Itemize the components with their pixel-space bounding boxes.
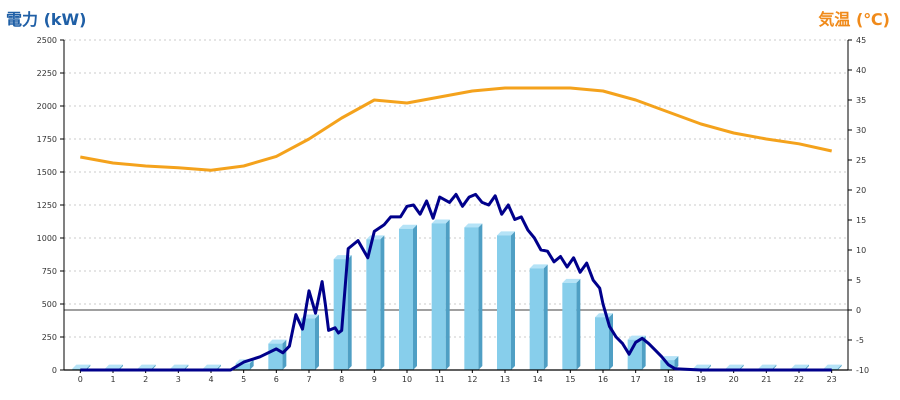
x-tick-label: 21 xyxy=(761,375,771,384)
bar-side xyxy=(282,339,287,370)
left-tick-label: 1500 xyxy=(37,168,57,177)
bar-top xyxy=(137,364,156,369)
x-tick-label: 5 xyxy=(241,375,246,384)
x-tick-label: 18 xyxy=(663,375,673,384)
right-tick-label: 30 xyxy=(856,126,866,135)
x-tick-label: 19 xyxy=(696,375,706,384)
bar xyxy=(529,268,544,370)
left-tick-label: 2250 xyxy=(37,69,57,78)
bar-top xyxy=(399,224,417,229)
x-tick-label: 14 xyxy=(533,375,543,384)
bar-top xyxy=(203,364,221,369)
bar xyxy=(431,223,446,370)
x-tick-label: 1 xyxy=(110,375,115,384)
temperature-line xyxy=(80,86,833,172)
power-line xyxy=(80,192,832,372)
right-tick-label: -10 xyxy=(856,366,869,375)
bar xyxy=(301,318,315,370)
bar-side xyxy=(445,219,450,370)
bar-top xyxy=(366,235,385,240)
x-tick-label: 11 xyxy=(435,375,445,384)
bar-top xyxy=(105,364,123,369)
bar-side xyxy=(380,235,385,370)
bar-side xyxy=(347,255,352,370)
left-tick-label: 2500 xyxy=(37,36,57,45)
bar-side xyxy=(837,364,842,370)
bar-top xyxy=(595,313,613,318)
bar xyxy=(268,343,283,370)
bar-top xyxy=(562,278,581,283)
bar-side xyxy=(641,335,646,370)
x-tick-label: 9 xyxy=(372,375,377,384)
bar xyxy=(235,363,250,370)
left-axis-title: 電力 (kW) xyxy=(6,10,87,29)
bar-side xyxy=(413,224,417,370)
x-tick-label: 15 xyxy=(565,375,575,384)
x-tick-label: 13 xyxy=(500,375,510,384)
right-tick-label: 15 xyxy=(856,216,866,225)
x-tick-label: 6 xyxy=(274,375,279,384)
bar-side xyxy=(249,359,254,370)
right-axis-title: 気温 (℃) xyxy=(818,10,890,29)
right-tick-label: 10 xyxy=(856,246,866,255)
bar-side xyxy=(674,356,679,370)
bar xyxy=(595,317,609,370)
bar-side xyxy=(576,278,581,370)
bar xyxy=(497,235,511,370)
right-tick-label: 25 xyxy=(856,156,866,165)
x-tick-label: 4 xyxy=(208,375,213,384)
right-tick-label: 45 xyxy=(856,36,866,45)
bar xyxy=(464,227,479,370)
left-tick-label: 750 xyxy=(42,267,57,276)
bar-side xyxy=(511,231,515,370)
bar-top xyxy=(497,231,515,236)
bar xyxy=(366,239,381,370)
x-tick-label: 10 xyxy=(402,375,412,384)
left-tick-label: 500 xyxy=(42,300,57,309)
bar xyxy=(627,339,642,370)
right-tick-label: 0 xyxy=(856,306,861,315)
x-tick-label: 3 xyxy=(176,375,181,384)
bar xyxy=(399,228,413,370)
x-tick-label: 20 xyxy=(729,375,739,384)
bar xyxy=(562,282,577,370)
bar-top xyxy=(464,223,483,228)
bar-side xyxy=(543,264,548,370)
right-tick-label: 35 xyxy=(856,96,866,105)
x-tick-label: 7 xyxy=(306,375,311,384)
bar-top xyxy=(431,219,450,224)
right-tick-label: 5 xyxy=(856,276,861,285)
left-tick-label: 1750 xyxy=(37,135,57,144)
left-tick-label: 250 xyxy=(42,333,57,342)
x-tick-label: 12 xyxy=(467,375,477,384)
bar xyxy=(72,368,87,370)
left-tick-label: 1000 xyxy=(37,234,57,243)
x-tick-label: 16 xyxy=(598,375,608,384)
bar-top xyxy=(823,364,842,369)
x-tick-label: 8 xyxy=(339,375,344,384)
left-tick-label: 1250 xyxy=(37,201,57,210)
right-tick-label: 20 xyxy=(856,186,866,195)
bar-top xyxy=(758,364,777,369)
x-tick-label: 0 xyxy=(78,375,83,384)
bar-top xyxy=(268,339,287,344)
bar-top xyxy=(72,364,91,369)
left-tick-label: 0 xyxy=(52,366,57,375)
bar-top xyxy=(725,364,744,369)
bar-top xyxy=(529,264,548,269)
x-tick-label: 22 xyxy=(794,375,804,384)
x-tick-label: 2 xyxy=(143,375,148,384)
bar-top xyxy=(791,364,809,369)
bar-side xyxy=(478,223,483,370)
right-tick-label: 40 xyxy=(856,66,866,75)
left-tick-label: 2000 xyxy=(37,102,57,111)
bar-top xyxy=(170,364,189,369)
x-tick-label: 17 xyxy=(631,375,641,384)
bar-top xyxy=(693,364,711,369)
right-tick-label: -5 xyxy=(856,336,864,345)
bar-side xyxy=(315,314,319,370)
x-tick-label: 23 xyxy=(827,375,837,384)
